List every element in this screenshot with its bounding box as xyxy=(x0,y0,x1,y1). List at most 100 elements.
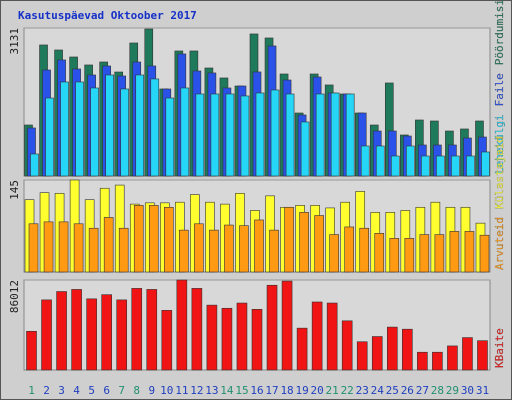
bar xyxy=(386,326,398,371)
x-tick-label: 28 xyxy=(431,384,444,397)
bar xyxy=(356,341,368,371)
bar xyxy=(374,232,385,273)
bar xyxy=(345,93,355,177)
x-tick-label: 20 xyxy=(311,384,324,397)
bar xyxy=(148,205,159,273)
bar xyxy=(285,93,295,177)
bar xyxy=(326,302,338,371)
bar xyxy=(466,155,475,177)
bar xyxy=(390,155,400,177)
bar xyxy=(26,330,37,371)
y-tick-label: 86012 xyxy=(8,280,21,313)
legend-entry: Faile xyxy=(493,73,506,106)
bar xyxy=(118,227,129,273)
bar xyxy=(375,145,385,177)
bar xyxy=(90,87,99,177)
x-tick-label: 23 xyxy=(356,384,369,397)
bar xyxy=(56,291,67,371)
bar xyxy=(251,309,263,371)
bar xyxy=(60,81,69,177)
bar xyxy=(360,145,370,177)
bar xyxy=(299,212,309,273)
bar xyxy=(164,206,174,273)
x-tick-label: 31 xyxy=(476,384,489,397)
bar xyxy=(432,351,443,371)
bar xyxy=(477,340,488,371)
x-tick-label: 15 xyxy=(235,384,248,397)
bar xyxy=(240,95,250,177)
x-tick-label: 17 xyxy=(265,384,278,397)
bar xyxy=(75,81,84,177)
x-tick-label: 13 xyxy=(205,384,218,397)
bar xyxy=(284,206,294,273)
bar xyxy=(481,151,490,177)
bar xyxy=(191,288,203,371)
x-tick-label: 10 xyxy=(160,384,173,397)
x-tick-label: 3 xyxy=(58,384,65,397)
bar xyxy=(161,310,173,371)
x-tick-label: 24 xyxy=(371,384,385,397)
bar xyxy=(359,227,370,273)
bar xyxy=(389,238,400,273)
bar xyxy=(464,231,475,273)
bar xyxy=(239,225,249,273)
bar xyxy=(180,87,190,177)
bar xyxy=(41,299,52,371)
bar xyxy=(209,229,219,273)
bar xyxy=(224,224,234,273)
bar xyxy=(73,223,84,273)
legend: KBaite xyxy=(493,328,506,368)
bar xyxy=(88,227,99,273)
bar xyxy=(421,155,430,177)
x-tick-label: 22 xyxy=(341,384,354,397)
bar xyxy=(447,345,458,371)
bar xyxy=(451,155,460,177)
bar xyxy=(330,92,340,177)
y-tick-label: 145 xyxy=(8,180,21,200)
bar xyxy=(103,217,114,273)
x-tick-label: 18 xyxy=(280,384,293,397)
x-tick-label: 1 xyxy=(28,384,35,397)
legend-entry: Arvuteid xyxy=(493,217,506,270)
x-tick-label: 9 xyxy=(148,384,155,397)
x-tick-label: 30 xyxy=(461,384,474,397)
bar xyxy=(45,97,54,177)
bar xyxy=(206,304,218,371)
bar xyxy=(417,351,428,371)
bar xyxy=(371,336,383,371)
bar xyxy=(58,221,69,273)
bar xyxy=(165,97,175,177)
bar xyxy=(341,320,353,371)
bar xyxy=(315,93,325,177)
legend: Lehekülgi Faile Pöördumisi xyxy=(493,0,506,174)
x-tick-label: 11 xyxy=(175,384,188,397)
bar xyxy=(462,337,473,371)
x-tick-label: 5 xyxy=(88,384,95,397)
legend-entry: Külastajaid xyxy=(493,136,506,209)
x-tick-label: 7 xyxy=(118,384,125,397)
bar xyxy=(344,226,354,273)
bar xyxy=(28,223,39,273)
bar xyxy=(135,74,145,177)
bar xyxy=(266,284,278,371)
bar xyxy=(179,229,189,273)
x-tick-label: 19 xyxy=(295,384,308,397)
bar xyxy=(479,234,490,273)
bar xyxy=(120,88,130,177)
bar xyxy=(254,219,264,273)
bar xyxy=(43,221,54,273)
bar xyxy=(86,298,97,371)
bar xyxy=(146,289,158,371)
x-tick-label: 12 xyxy=(190,384,203,397)
x-tick-label: 6 xyxy=(103,384,110,397)
bar xyxy=(105,74,114,177)
bar xyxy=(434,234,445,273)
x-tick-label: 16 xyxy=(250,384,263,397)
bar xyxy=(116,299,128,371)
chart-title: Kasutuspäevad Oktoober 2017 xyxy=(18,9,197,22)
bar xyxy=(71,289,82,371)
bar xyxy=(131,288,143,371)
bar xyxy=(269,229,279,273)
bar xyxy=(225,93,235,177)
